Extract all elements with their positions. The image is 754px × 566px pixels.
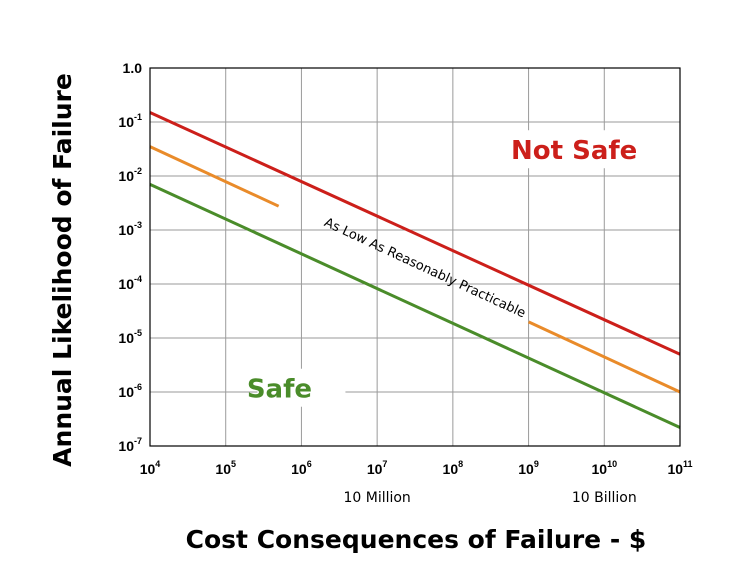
safe-label-bg — [257, 368, 346, 407]
x-tick-label: 106 — [291, 459, 312, 477]
x-tick-label: 104 — [140, 459, 161, 477]
x-tick-label: 107 — [367, 459, 388, 477]
x-tick-label: 1011 — [667, 459, 692, 477]
series-line-not-safe — [149, 111, 681, 356]
plot-frame — [149, 67, 681, 447]
series-line-alarp-segment — [527, 320, 681, 394]
x-tick-label: 1010 — [591, 459, 617, 477]
x-sublabel: 10 Billion — [572, 490, 637, 506]
series-lines — [149, 111, 681, 429]
x-tick-label: 109 — [518, 459, 539, 477]
safe-label: Safe — [247, 375, 312, 405]
x-axis-title: Cost Consequences of Failure - $ — [186, 525, 647, 554]
not-safe-label: Not Safe — [511, 136, 637, 166]
y-tick-label: 10-4 — [118, 274, 142, 292]
y-tick-labels: 1.0 10-1 10-2 10-3 10-4 10-5 10-6 10-7 — [118, 60, 142, 454]
y-tick-label: 10-3 — [118, 220, 142, 238]
y-tick-label: 10-2 — [118, 166, 142, 184]
y-tick-label: 10-7 — [118, 436, 142, 454]
x-sublabels: 10 Million 10 Billion — [343, 490, 636, 506]
x-tick-label: 108 — [443, 459, 464, 477]
series-line-alarp-segment — [149, 145, 280, 208]
y-axis-title: Annual Likelihood of Failure — [48, 73, 77, 467]
not-safe-label-bg — [508, 130, 641, 169]
series-line-safe — [149, 183, 681, 429]
y-tick-label: 10-5 — [118, 328, 142, 346]
y-tick-label: 10-6 — [118, 382, 142, 400]
x-sublabel: 10 Million — [343, 490, 410, 506]
y-tick-label: 1.0 — [123, 60, 143, 76]
x-tick-labels: 104 105 106 107 108 109 1010 1011 — [140, 459, 693, 477]
y-tick-label: 10-1 — [118, 112, 142, 130]
x-tick-label: 105 — [215, 459, 236, 477]
